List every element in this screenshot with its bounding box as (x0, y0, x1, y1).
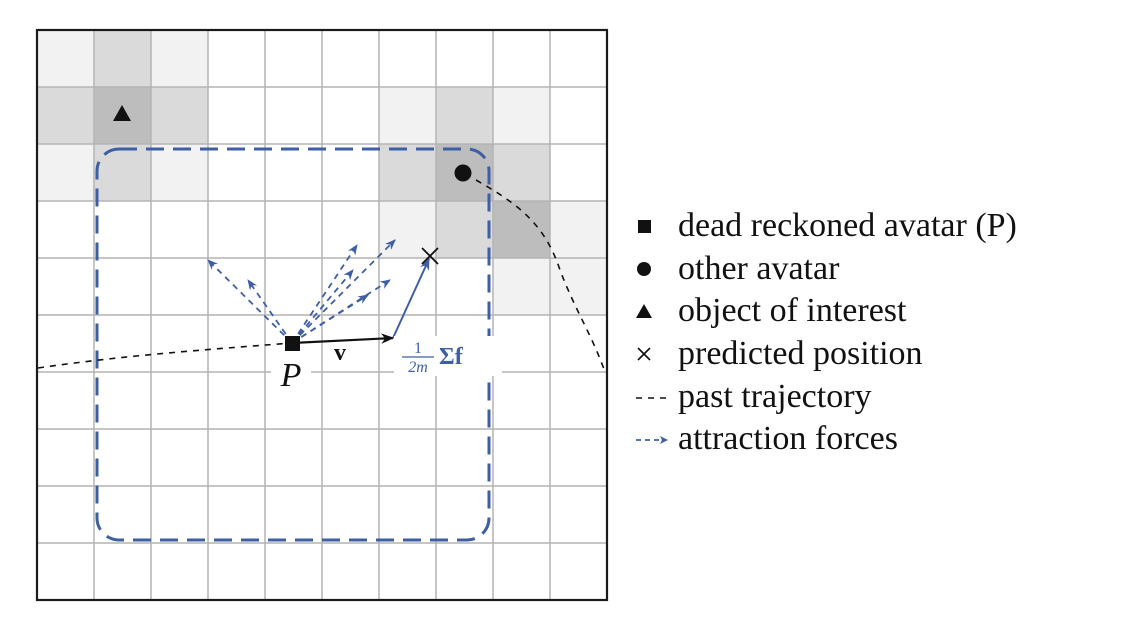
dashed-arrow-icon (634, 429, 678, 449)
circle-icon (634, 259, 678, 279)
legend-item: other avatar (634, 248, 1017, 291)
attraction-forces (208, 240, 395, 343)
legend-label-attraction-forces: attraction forces (678, 422, 898, 456)
legend-label-past-trajectory: past trajectory (678, 380, 872, 414)
shaded-cell (94, 30, 151, 87)
shaded-cell (379, 201, 436, 258)
legend-label-other-avatar: other avatar (678, 252, 839, 286)
legend-label-object-of-interest: object of interest (678, 294, 906, 328)
triangle-icon (634, 301, 678, 321)
legend-item: past trajectory (634, 375, 1017, 418)
shaded-cell (94, 144, 151, 201)
attraction-force-arrow (248, 280, 292, 343)
shaded-cell (379, 87, 436, 144)
shaded-cell (37, 87, 94, 144)
shaded-cell (493, 87, 550, 144)
shaded-cell (37, 30, 94, 87)
avatar-square (285, 336, 300, 351)
square-icon (634, 216, 678, 236)
attraction-force-arrow (208, 260, 292, 343)
shaded-cell (151, 87, 208, 144)
force-frac-denominator: 2m (408, 359, 428, 376)
force-frac-numerator: 1 (414, 340, 422, 357)
shaded-cell (493, 144, 550, 201)
force-sum-vector (393, 259, 429, 338)
legend-label-predicted-position: predicted position (678, 337, 923, 371)
legend-item: dead reckoned avatar (P) (634, 205, 1017, 248)
legend: dead reckoned avatar (P) other avatar ob… (634, 205, 1017, 461)
shaded-cell (379, 144, 436, 201)
shaded-cell (493, 258, 550, 315)
legend-item: attraction forces (634, 418, 1017, 461)
shaded-cell (550, 201, 607, 258)
shaded-cell (436, 87, 493, 144)
legend-label-dead-reckoned: dead reckoned avatar (P) (678, 209, 1017, 243)
velocity-label: v (334, 340, 346, 366)
grid-diagram: P v 1 2m Σf (0, 0, 620, 629)
force-sum-label: Σf (439, 344, 464, 370)
shaded-cell (493, 201, 550, 258)
shaded-cell (436, 201, 493, 258)
dashed-line-icon (634, 387, 678, 407)
cross-icon (634, 344, 678, 364)
point-label: P (280, 357, 302, 394)
shaded-cell (151, 30, 208, 87)
attraction-force-arrow (292, 245, 357, 343)
legend-item: predicted position (634, 333, 1017, 376)
other-avatar-circle (455, 165, 472, 182)
attraction-force-arrow (292, 295, 368, 343)
avatar-past-trajectory (38, 343, 292, 368)
shaded-cell (151, 144, 208, 201)
legend-item: object of interest (634, 290, 1017, 333)
shaded-cell (37, 144, 94, 201)
